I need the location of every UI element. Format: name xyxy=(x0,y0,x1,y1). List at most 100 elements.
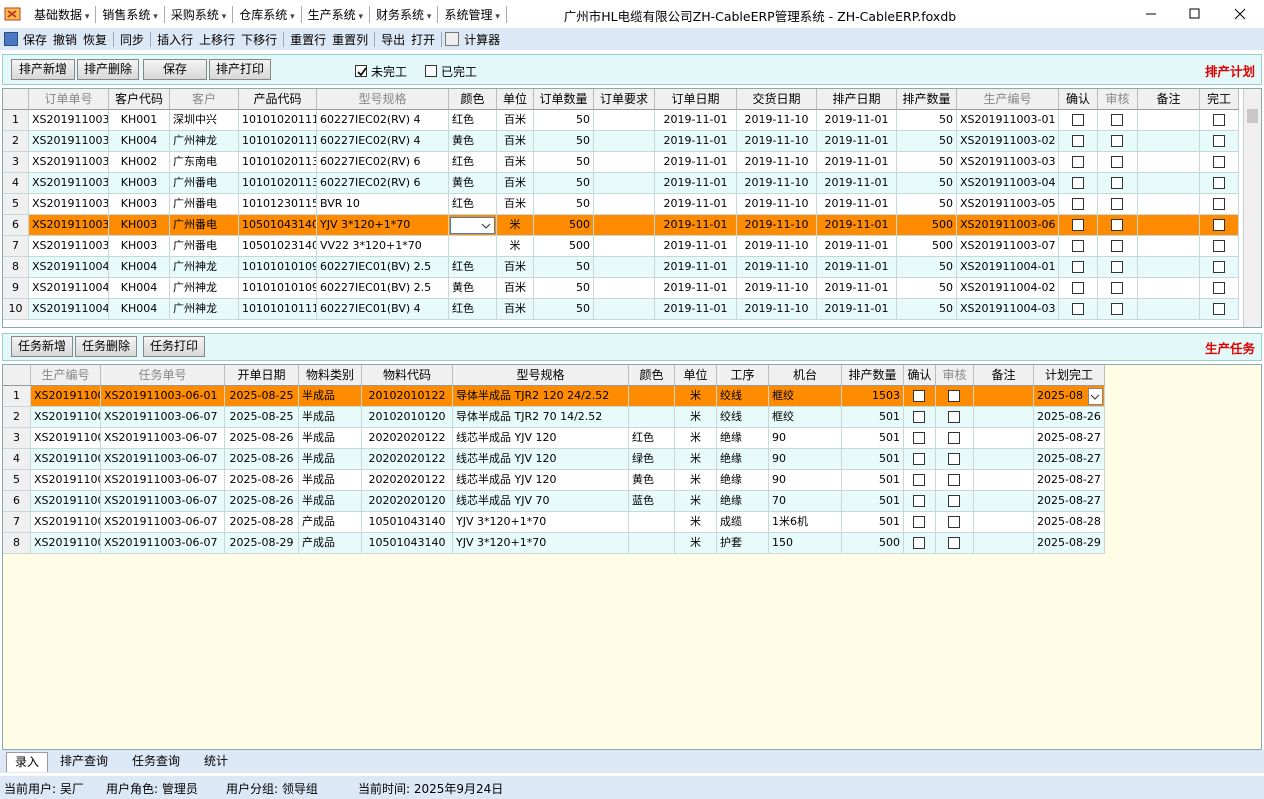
checkbox[interactable] xyxy=(948,474,960,486)
cell: 2019-11-10 xyxy=(737,257,817,278)
cell: 2025-08-28 xyxy=(1034,512,1105,533)
filter-checkbox[interactable] xyxy=(355,65,367,77)
checkbox[interactable] xyxy=(1111,198,1123,210)
toolbar-button[interactable]: 打开 xyxy=(411,32,436,47)
checkbox[interactable] xyxy=(1212,114,1225,126)
dropdown-editor[interactable] xyxy=(450,217,495,234)
toolbar-button[interactable]: 下移行 xyxy=(241,32,278,47)
checkbox-cell xyxy=(1059,194,1098,215)
toolbar-button[interactable]: 同步 xyxy=(120,32,145,47)
checkbox[interactable] xyxy=(1111,135,1123,147)
checkbox[interactable] xyxy=(913,516,925,528)
button[interactable]: 排产打印 xyxy=(209,59,271,80)
dropdown-button[interactable] xyxy=(1088,388,1103,405)
filter-checkbox[interactable] xyxy=(425,65,437,77)
button[interactable]: 保存 xyxy=(143,59,207,80)
checkbox[interactable] xyxy=(913,537,925,549)
menu-item[interactable]: 财务系统 xyxy=(370,6,439,23)
toolbar-button[interactable]: 重置列 xyxy=(332,32,369,47)
checkbox[interactable] xyxy=(1212,177,1225,189)
checkbox[interactable] xyxy=(1111,240,1123,252)
checkbox[interactable] xyxy=(1111,282,1123,294)
checkbox[interactable] xyxy=(913,390,925,402)
checkbox[interactable] xyxy=(948,390,960,402)
menu-item[interactable]: 销售系统 xyxy=(96,6,165,23)
checkbox[interactable] xyxy=(1111,219,1123,231)
checkbox[interactable] xyxy=(1071,135,1084,147)
checkbox[interactable] xyxy=(1111,177,1123,189)
checkbox[interactable] xyxy=(1212,261,1225,273)
cell: 2025-08-27 xyxy=(1034,491,1105,512)
cell: 广州神龙 xyxy=(170,278,239,299)
tab[interactable]: 任务查询 xyxy=(132,754,181,768)
checkbox[interactable] xyxy=(948,495,960,507)
menu-item[interactable]: 采购系统 xyxy=(165,6,234,23)
checkbox[interactable] xyxy=(1212,240,1225,252)
checkbox[interactable] xyxy=(1212,135,1225,147)
checkbox[interactable] xyxy=(948,453,960,465)
checkbox[interactable] xyxy=(1111,156,1123,168)
toolbar-button[interactable]: 保存 xyxy=(23,32,48,47)
checkbox[interactable] xyxy=(1071,261,1084,273)
button[interactable]: 任务新增 xyxy=(11,336,73,357)
checkbox[interactable] xyxy=(1071,114,1084,126)
checkbox[interactable] xyxy=(1212,219,1225,231)
checkbox[interactable] xyxy=(948,537,960,549)
cell: 70 xyxy=(769,491,842,512)
toolbar-button[interactable]: 插入行 xyxy=(157,32,194,47)
checkbox[interactable] xyxy=(1071,240,1084,252)
toolbar-button[interactable]: 重置行 xyxy=(290,32,327,47)
toolbar-button[interactable]: 导出 xyxy=(381,32,406,47)
scroll-thumb[interactable] xyxy=(1247,109,1258,123)
checkbox[interactable] xyxy=(1212,282,1225,294)
checkbox[interactable] xyxy=(1111,114,1123,126)
button[interactable]: 排产新增 xyxy=(11,59,75,80)
checkbox[interactable] xyxy=(1111,261,1123,273)
cell xyxy=(1138,173,1200,194)
checkbox[interactable] xyxy=(948,516,960,528)
checkbox[interactable] xyxy=(1071,303,1084,315)
menu-item[interactable]: 基础数据 xyxy=(28,6,97,23)
window-controls[interactable] xyxy=(1140,6,1260,22)
cell: KH003 xyxy=(109,194,170,215)
cell: 红色 xyxy=(449,257,497,278)
menu-item[interactable]: 生产系统 xyxy=(302,6,371,23)
checkbox[interactable] xyxy=(1071,156,1084,168)
menu-item[interactable]: 仓库系统 xyxy=(233,6,302,23)
cell: 50 xyxy=(534,173,594,194)
cell: 黄色 xyxy=(449,173,497,194)
checkbox[interactable] xyxy=(1111,303,1123,315)
button[interactable]: 任务删除 xyxy=(75,336,137,357)
checkbox[interactable] xyxy=(1071,177,1084,189)
checkbox[interactable] xyxy=(1212,198,1225,210)
checkbox[interactable] xyxy=(1212,156,1225,168)
toolbar-separator xyxy=(441,31,443,47)
cell: XS201911003 xyxy=(29,110,109,131)
tab[interactable]: 排产查询 xyxy=(60,754,109,768)
toolbar-button[interactable]: 上移行 xyxy=(199,32,236,47)
checkbox[interactable] xyxy=(913,411,925,423)
button[interactable]: 排产删除 xyxy=(77,59,139,80)
checkbox[interactable] xyxy=(913,474,925,486)
toolbar-button[interactable]: 恢复 xyxy=(83,32,108,47)
checkbox[interactable] xyxy=(913,432,925,444)
checkbox[interactable] xyxy=(913,453,925,465)
button[interactable]: 任务打印 xyxy=(143,336,205,357)
cell: XS20191100 xyxy=(31,428,101,449)
checkbox-cell xyxy=(1200,215,1239,236)
toolbar-button[interactable]: 计算器 xyxy=(464,32,501,47)
checkbox[interactable] xyxy=(1212,303,1225,315)
tab[interactable]: 统计 xyxy=(204,754,229,768)
tab[interactable]: 录入 xyxy=(6,752,49,772)
scrollbar[interactable] xyxy=(1243,89,1261,327)
checkbox[interactable] xyxy=(1071,198,1084,210)
checkbox[interactable] xyxy=(1071,282,1084,294)
checkbox[interactable] xyxy=(913,495,925,507)
row-number: 7 xyxy=(3,512,31,533)
checkbox[interactable] xyxy=(1071,219,1084,231)
checkbox[interactable] xyxy=(948,432,960,444)
checkbox[interactable] xyxy=(948,411,960,423)
menu-item[interactable]: 系统管理 xyxy=(438,6,507,23)
toolbar-button[interactable]: 撤销 xyxy=(53,32,78,47)
cell: 2019-11-10 xyxy=(737,215,817,236)
